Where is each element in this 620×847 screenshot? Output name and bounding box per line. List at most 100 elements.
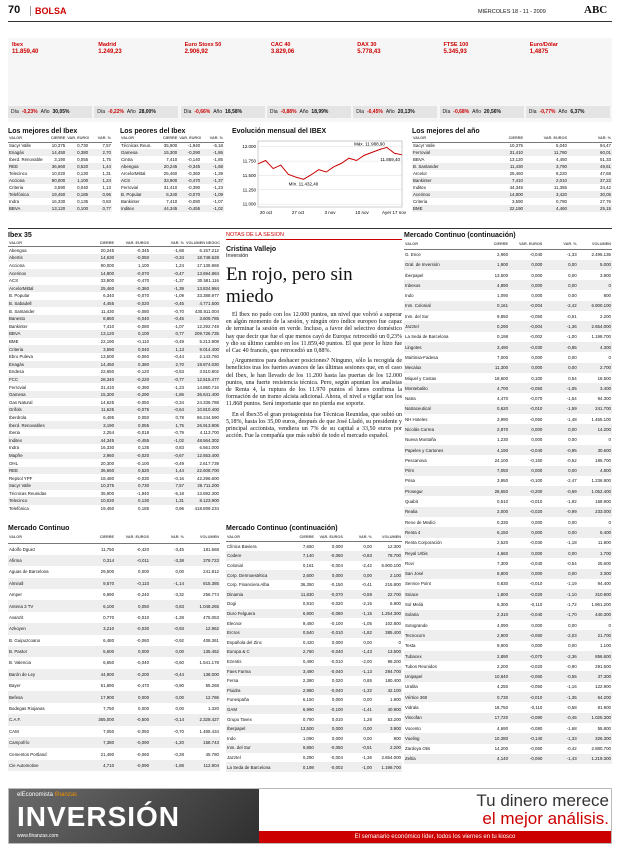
table-cell: -0,060 [529,674,543,680]
table-cell: Corp. Financiera Alba [227,582,270,588]
table-cell: Criteria [9,346,24,352]
table-row: Dogi 0,910 -0,020 -2,15 6.800 [226,599,402,609]
table-cell: 0,000 [531,529,543,535]
table-row: Almirall 9,570 -0,110 -1,14 815.385 [8,577,220,589]
table-cell: Dogi [227,601,237,607]
table-row: Acerinox 14,800 -0,070 -0,47 13.694.884 [8,269,220,277]
table-cell: Bankinter [121,199,140,204]
table-cell: Nueva Montaña [405,437,436,443]
table-row: Grifols 11,625 -0,075 -0,64 10.810.400 [8,406,220,414]
index-box: FTSE 100 5.345,93 Día -0,68% Año 20,56% [439,40,526,120]
table-cell: 7,410 [512,178,523,183]
table-cell: -1,20 [173,740,184,746]
index-box: CAC 40 3.829,06 Día -0,88% Año 18,99% [266,40,353,120]
table-row: Bankinter 7,410 -0,080 -1,07 12.292.749 [8,323,220,331]
table-cell: 0,00 [568,437,577,443]
table-cell: ACS [121,178,131,183]
table-cell: 2,380 [302,678,314,684]
table-cell: 4,250 [497,684,509,690]
table-row: Corp. Dermoestética 2,600 0,000 0,00 2.100 [226,570,402,580]
table-row: Inditex 44,345 -0,455 -1,02 48.564.302 [8,436,220,445]
index-name: Madrid [98,42,117,48]
table-cell: 0,00 [568,571,577,577]
table-cell: 15,300 [100,392,115,398]
year-change: 30,05% [52,109,70,115]
table-row: Abengoa 20,245 -0,345 -1,68 6.157.212 [8,247,220,255]
table-wrap: VALOR CIERRE VAR. EUROS VAR. % VOLUMEN Clínic… [226,532,402,772]
table-cell: -1,02 [173,437,184,443]
table-cell: 22,190 [100,339,115,345]
table-cell: 112.904 [203,763,219,768]
table-cell: 1.025.300 [591,715,611,721]
table-row: Lingotes 3,490 -0,030 -0,85 4.300 [404,341,612,353]
table-cell: 0,00 [175,569,184,575]
table-cell: 6,480 [103,637,115,643]
table-cell: -5,18 [173,490,184,496]
table-cell: 6,100 [103,603,115,609]
table-cell: 0,00 [568,643,577,649]
table-cell: 1,31 [102,171,111,176]
table-cell: Criteria [413,199,428,204]
table-cell: 1,13 [175,346,184,352]
table-cell: 0,000 [331,572,343,578]
table-cell: 8.123.900 [199,498,219,504]
table-cell: Telecinco [9,498,28,504]
table-cell: 0,000 [531,437,543,443]
table-cell: 4.113.700 [199,430,219,436]
index-value: 3.829,06 [270,49,295,55]
table-cell: 13,500 [300,726,314,732]
table-cell: -1,68 [212,164,223,169]
table-cell: 0,000 [531,426,543,432]
table-cell: -0,45 [566,715,577,721]
panel-title: Los mejores del Ibex [8,128,78,135]
table-cell: 11,430 [100,308,115,314]
table-cell: Reyal Urbis [405,550,428,556]
table-cell: 10.810.400 [197,407,219,413]
panel: Mercado Continuo VALOR CIERRE VAR. EUROS VAR… [8,525,220,772]
table-cell: 0,77 [102,206,111,211]
label: Día [442,109,451,115]
table-cell: Gral. de Inversión [405,262,440,268]
table-cell: 0,520 [77,164,89,169]
table-cell: 6.400 [600,529,611,535]
table-cell: 2.880.700 [591,746,611,752]
table-cell: -0,500 [136,717,150,723]
table-row: Montebalito 4,700 -0,050 -1,05 3.400 [404,383,612,394]
label: Día [269,109,278,115]
table-cell: 378.723 [203,557,219,563]
table-cell: 10,840 [494,674,509,680]
table-cell: 36,350 [300,582,314,588]
table-cell: -0,060 [136,354,150,360]
table-cell: Duro Felguera [227,611,256,617]
table-cell: 2,254 [103,430,115,436]
table-cell: 2,960 [103,452,115,458]
header-cell: VAR. % [568,135,612,143]
table-cell: Testa [405,643,416,649]
table-cell: 14.200 [597,426,611,432]
table-cell: 256.774 [203,592,219,598]
table-row: Sniace 1,800 -0,020 -1,10 310.900 [404,589,612,600]
table-cell: 25,15 [600,206,611,211]
table-cell: 2,900 [497,632,509,638]
table-row: Natra 4,470 -0,070 -1,54 94.300 [404,393,612,403]
table-cell: -0,002 [529,334,543,340]
table-cell: 0,730 [77,143,89,149]
table-cell: 0 [608,519,611,525]
table-cell: -0,004 [529,324,543,330]
table-cell: 440.300 [595,612,611,618]
author: Cristina Vallejo [226,246,277,253]
table-cell: 18.500 [597,375,611,381]
table-row: Iberd. Renovables 3,190 0,055 1,75 [8,156,112,163]
table-row: Repsol YPF 18,480 -0,030 -0,16 42.296.600 [8,474,220,482]
table-cell: 10,380 [494,735,509,741]
table-row: Sacyr Valle 10,375 0,730 7,57 26.711.200 [8,482,220,490]
table-cell: Gas Natural [9,399,33,405]
year-change: 6,37% [570,109,585,115]
table-cell: 0,161 [302,563,314,569]
table-cell: 0,185 [77,192,89,197]
table-row: REE 36,660 0,520 1,44 [8,163,112,170]
header-cell: VALOR [120,135,156,143]
table-cell: 0,000 [531,643,543,649]
panel-title: Mercado Continuo (continuación) [404,232,516,239]
table-row: B. Valencia 6,650 -0,040 -0,60 1.541.178 [8,657,220,668]
